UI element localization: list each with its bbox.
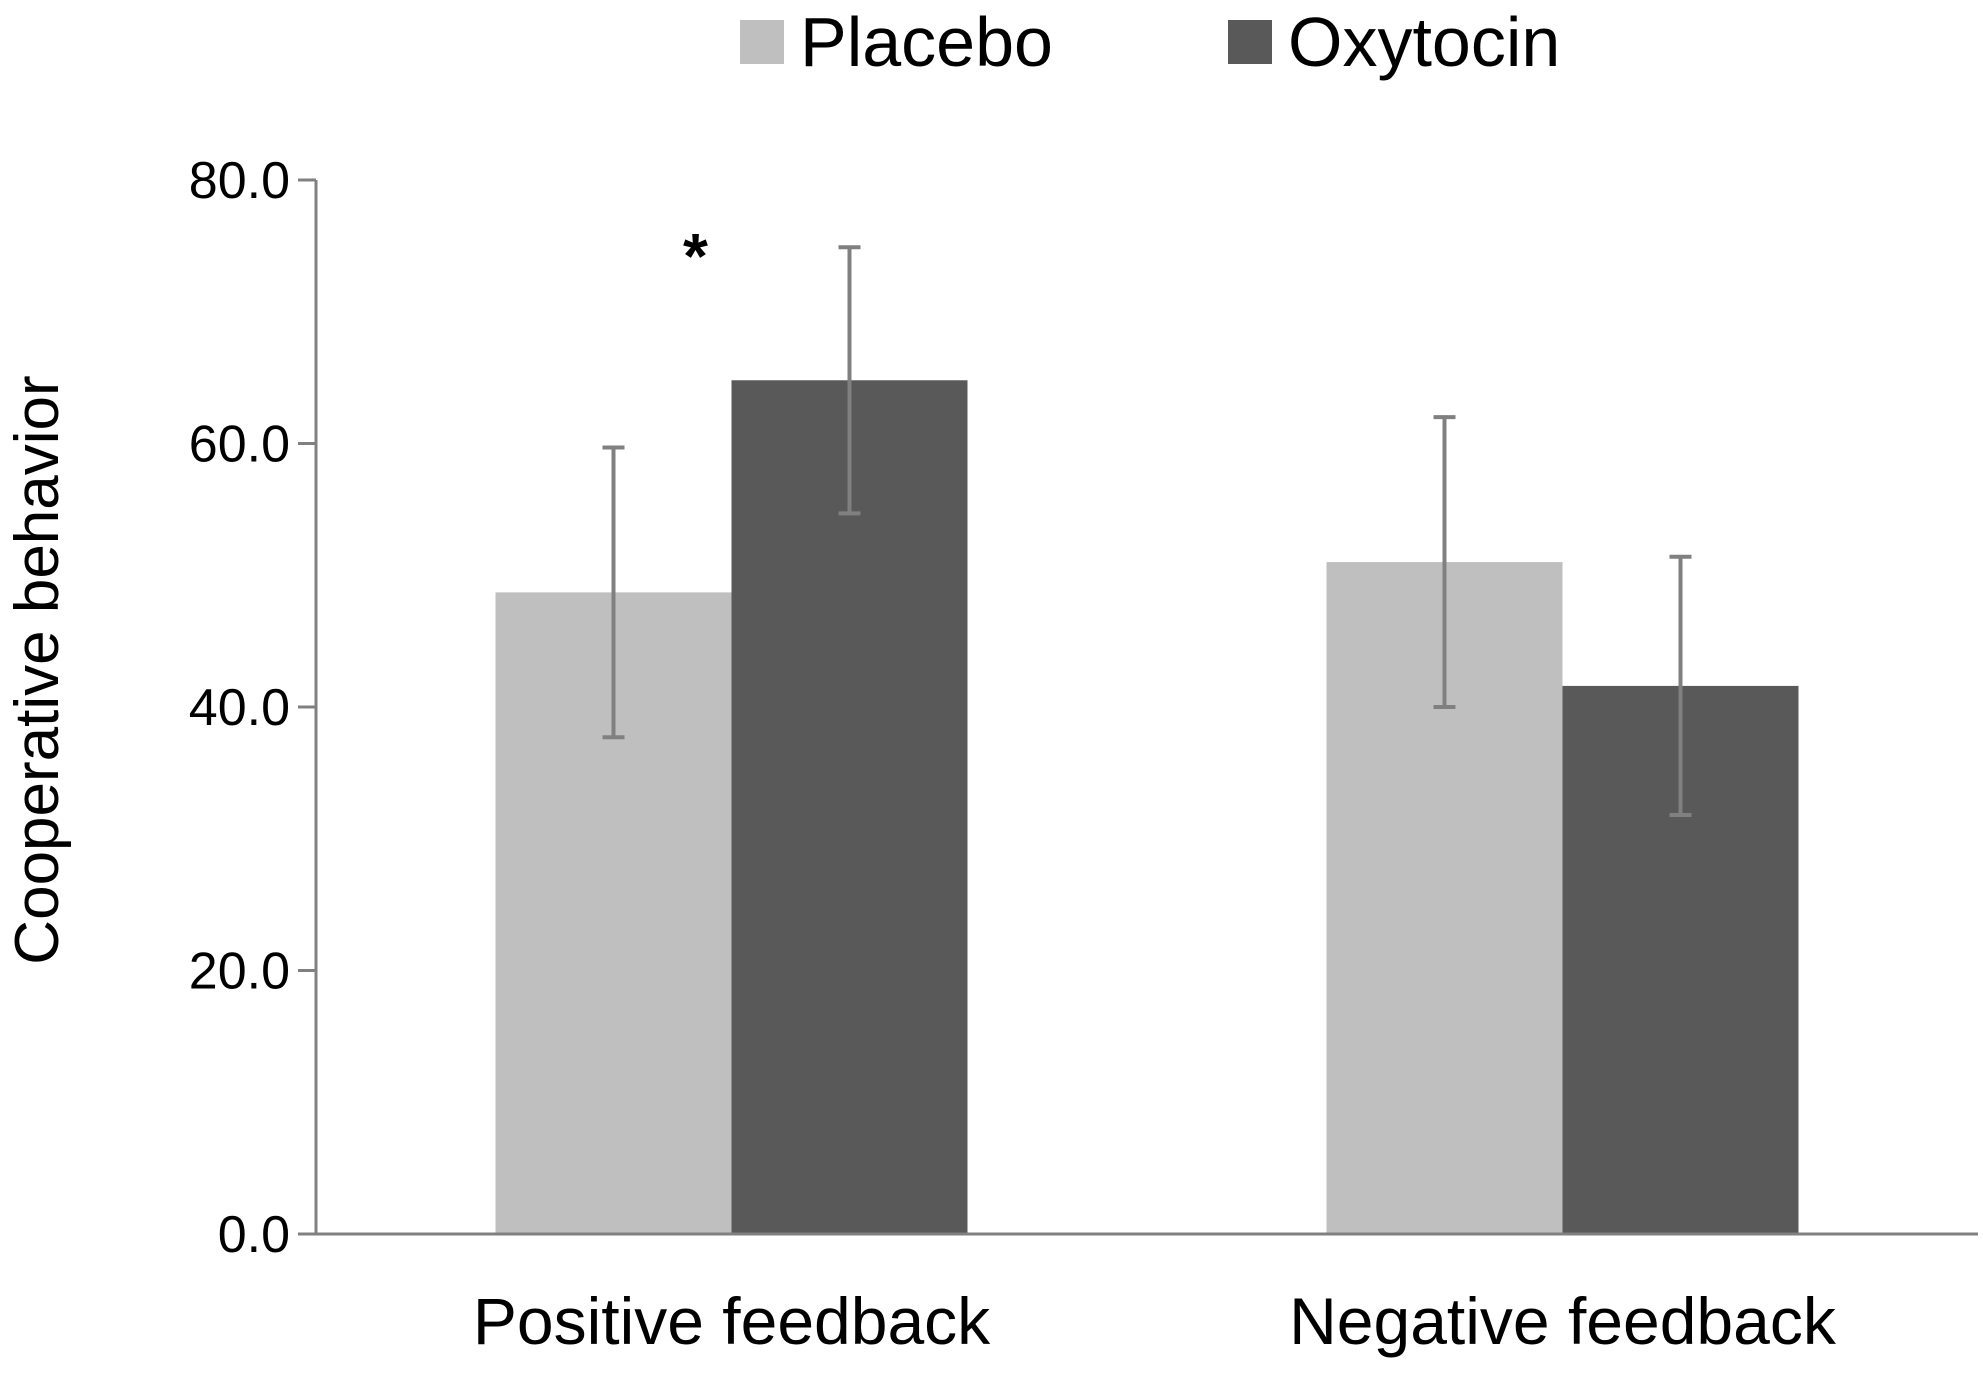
error-bars bbox=[602, 245, 1692, 818]
y-tick-label: 40.0 bbox=[189, 679, 290, 737]
annotations: * bbox=[683, 220, 708, 292]
y-tick-label: 80.0 bbox=[189, 152, 290, 210]
y-axis-title: Cooperative behavior bbox=[3, 375, 72, 964]
y-tick-label: 0.0 bbox=[218, 1206, 290, 1264]
bar-oxytocin-positive bbox=[731, 380, 968, 1234]
x-category-label: Positive feedback bbox=[473, 1284, 991, 1358]
legend-label-oxytocin: Oxytocin bbox=[1288, 3, 1560, 81]
y-tick-label: 60.0 bbox=[189, 416, 290, 474]
x-axis: Positive feedback Negative feedback bbox=[298, 1232, 1978, 1358]
legend-swatch-placebo bbox=[740, 20, 784, 64]
bars bbox=[495, 380, 1799, 1234]
legend-label-placebo: Placebo bbox=[800, 3, 1053, 81]
y-axis: 0.0 20.0 40.0 60.0 80.0 bbox=[189, 152, 318, 1264]
x-category-label: Negative feedback bbox=[1289, 1284, 1837, 1358]
legend-swatch-oxytocin bbox=[1228, 20, 1272, 64]
significance-marker: * bbox=[683, 220, 708, 292]
legend: Placebo Oxytocin bbox=[740, 3, 1560, 81]
y-tick-label: 20.0 bbox=[189, 943, 290, 1001]
